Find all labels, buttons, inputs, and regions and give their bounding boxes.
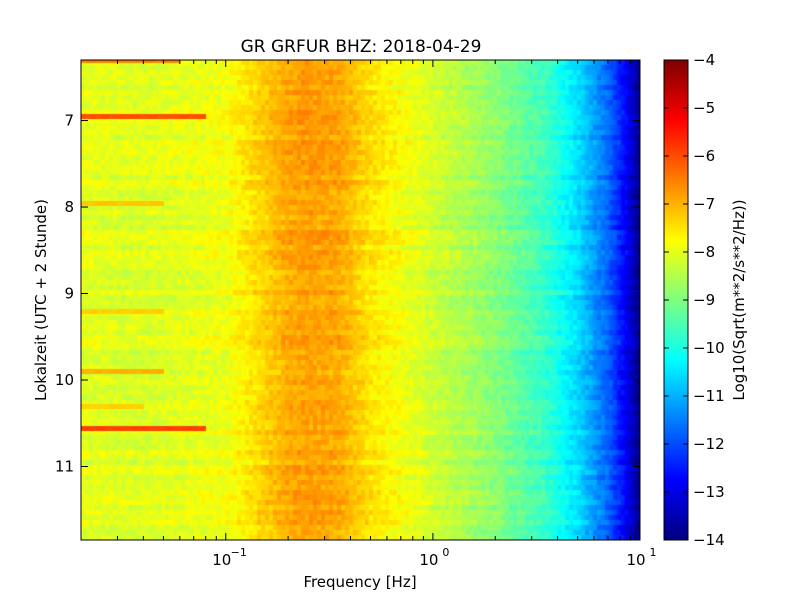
- plot-frame: [80, 59, 641, 541]
- colorbar-tick-label: −11: [693, 387, 725, 405]
- colorbar-tick-label: −8: [693, 243, 715, 261]
- colorbar-tick-label: −9: [693, 291, 715, 309]
- y-tick-label: 9: [64, 285, 74, 303]
- colorbar-tick-label: −14: [693, 531, 725, 549]
- y-axis-ticks: 7 8 9 10 11: [55, 112, 640, 475]
- colorbar-tick-label: −4: [693, 51, 715, 69]
- colorbar-ticks: −4 −5 −6 −7 −8 −9 −10 −11 −12 −13 −14: [664, 51, 725, 549]
- colorbar-tick-label: −13: [693, 483, 725, 501]
- x-tick-label: 10: [626, 551, 645, 569]
- colorbar-tick-label: −7: [693, 195, 715, 213]
- colorbar-tick-label: −10: [693, 339, 725, 357]
- y-tick-label: 7: [64, 112, 74, 130]
- x-tick-exponent: 0: [442, 546, 449, 559]
- x-tick-label: 10: [212, 551, 231, 569]
- chart-title: GR GRFUR BHZ: 2018-04-29: [241, 37, 482, 57]
- spectrogram-heatmap: [81, 60, 640, 540]
- colorbar-tick-label: −12: [693, 435, 725, 453]
- colorbar-label: Log10(Sqrt(m**2/s**2/Hz)): [730, 199, 748, 400]
- y-tick-label: 10: [55, 371, 74, 389]
- x-axis-label: Frequency [Hz]: [303, 573, 416, 591]
- colorbar: −4 −5 −6 −7 −8 −9 −10 −11 −12 −13 −14: [663, 51, 725, 549]
- x-tick-exponent: 1: [650, 546, 657, 559]
- y-tick-label: 11: [55, 457, 74, 475]
- x-axis-ticks: 10 −1 10 0 10 1: [80, 60, 657, 569]
- y-tick-label: 8: [64, 198, 74, 216]
- colorbar-tick-label: −6: [693, 147, 715, 165]
- y-axis-label: Lokalzeit (UTC + 2 Stunde): [32, 199, 50, 401]
- x-tick-label: 10: [419, 551, 438, 569]
- colorbar-tick-label: −5: [693, 99, 715, 117]
- x-tick-exponent: −1: [231, 546, 247, 559]
